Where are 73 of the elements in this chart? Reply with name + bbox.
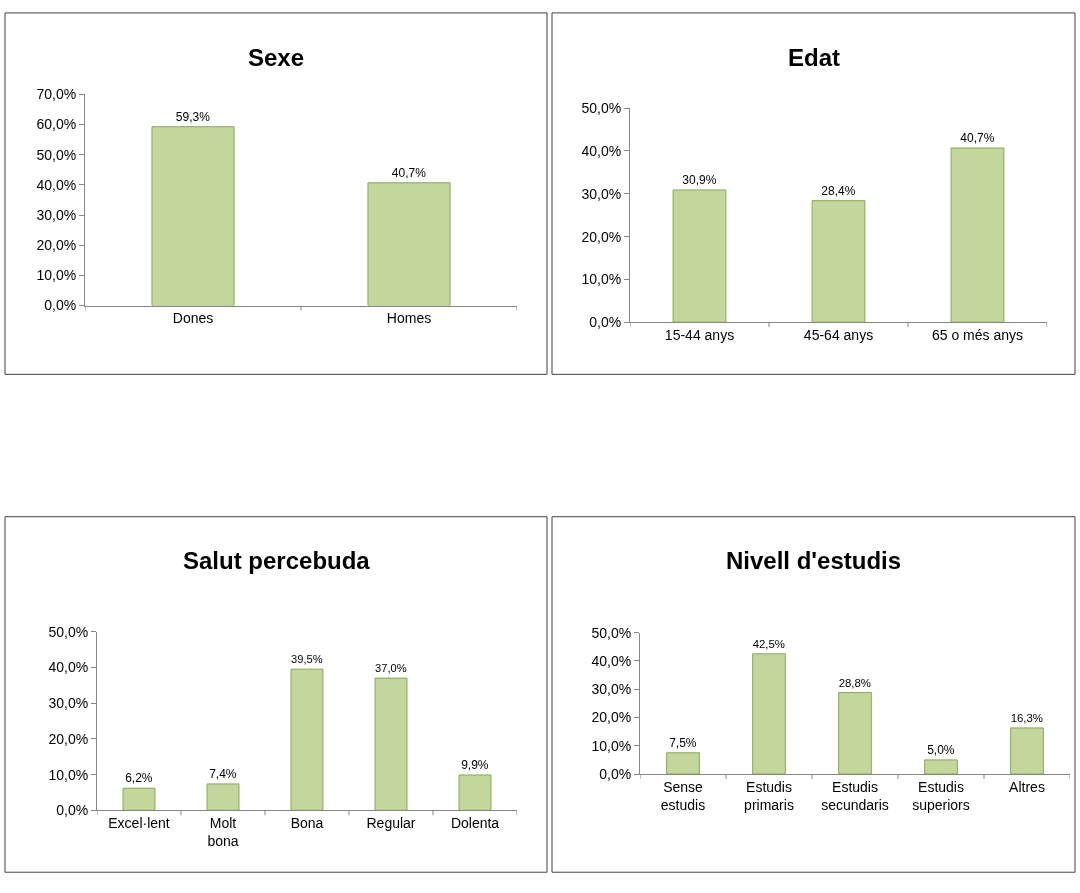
y-tick-label: 20,0%	[581, 228, 622, 245]
y-tick-label: 0,0%	[44, 297, 77, 314]
y-tick-label: 10,0%	[36, 267, 77, 284]
bar	[950, 147, 1005, 323]
bar	[666, 752, 700, 775]
data-label: 7,4%	[209, 766, 237, 781]
data-label: 59,3%	[175, 109, 211, 124]
data-label: 7,5%	[669, 735, 697, 750]
y-tick-label: 20,0%	[48, 730, 89, 747]
y-tick-label: 50,0%	[36, 146, 77, 163]
data-label: 9,9%	[461, 757, 489, 772]
data-label: 5,0%	[927, 742, 955, 757]
chart-title: Nivell d'estudis	[726, 547, 902, 574]
x-tick-label: Homes	[386, 310, 432, 327]
data-label: 40,7%	[960, 130, 995, 145]
x-tick-label: 65 o més anys	[931, 327, 1024, 344]
bar	[838, 692, 872, 775]
y-tick-label: 70,0%	[36, 86, 77, 103]
data-label: 16,3%	[1010, 712, 1044, 725]
y-tick-label: 10,0%	[48, 766, 89, 783]
bar	[206, 783, 240, 811]
y-tick-label: 40,0%	[581, 142, 622, 159]
bar	[672, 189, 727, 323]
bar	[122, 787, 156, 811]
bar	[374, 677, 408, 811]
x-tick-label: Estudis superiors	[912, 778, 970, 814]
x-tick-label: 15-44 anys	[664, 327, 735, 344]
data-label: 28,4%	[821, 183, 856, 198]
data-label: 39,5%	[291, 653, 323, 666]
y-tick-label: 40,0%	[48, 659, 89, 676]
x-tick-label: Dones	[172, 310, 214, 327]
x-tick-label: Estudis secundaris	[821, 778, 889, 814]
data-label: 30,9%	[682, 172, 717, 187]
y-tick-label: 50,0%	[48, 623, 89, 640]
data-label: 42,5%	[752, 637, 786, 650]
y-tick-label: 20,0%	[591, 709, 632, 726]
bar	[1010, 727, 1044, 775]
x-tick-label: Sense estudis	[660, 778, 706, 814]
y-tick-label: 30,0%	[36, 206, 77, 223]
y-tick-label: 40,0%	[36, 176, 77, 193]
y-tick-label: 40,0%	[591, 652, 632, 669]
chart-title: Sexe	[248, 44, 305, 71]
x-tick-label: Estudis primaris	[744, 778, 794, 814]
bar	[458, 774, 492, 811]
data-label: 6,2%	[125, 771, 153, 786]
y-tick-label: 30,0%	[48, 695, 89, 712]
x-tick-label: Dolenta	[450, 815, 500, 832]
x-tick-label: Excel·lent	[108, 815, 170, 832]
chart-title: Edat	[788, 44, 841, 71]
bar	[290, 668, 324, 811]
y-tick-label: 10,0%	[591, 737, 632, 754]
y-tick-label: 20,0%	[36, 237, 77, 254]
data-label: 40,7%	[391, 165, 427, 180]
y-tick-label: 10,0%	[581, 271, 622, 288]
x-tick-label: Altres	[1009, 778, 1045, 795]
bar	[811, 200, 866, 323]
y-tick-label: 0,0%	[589, 314, 622, 331]
chart-title: Salut percebuda	[183, 547, 371, 574]
y-tick-label: 0,0%	[599, 765, 632, 782]
y-tick-label: 30,0%	[581, 185, 622, 202]
x-tick-label: 45-64 anys	[803, 327, 874, 344]
y-tick-label: 30,0%	[591, 681, 632, 698]
data-label: 28,8%	[838, 676, 872, 689]
x-tick-label: Molt bona	[207, 815, 239, 850]
bar	[924, 759, 958, 775]
data-label: 37,0%	[375, 662, 407, 675]
bar	[752, 653, 786, 775]
x-tick-label: Regular	[366, 815, 416, 832]
x-tick-label: Bona	[290, 815, 324, 832]
y-tick-label: 60,0%	[36, 116, 77, 133]
y-tick-label: 50,0%	[591, 624, 632, 641]
y-tick-label: 0,0%	[56, 802, 89, 819]
y-tick-label: 50,0%	[581, 100, 622, 117]
